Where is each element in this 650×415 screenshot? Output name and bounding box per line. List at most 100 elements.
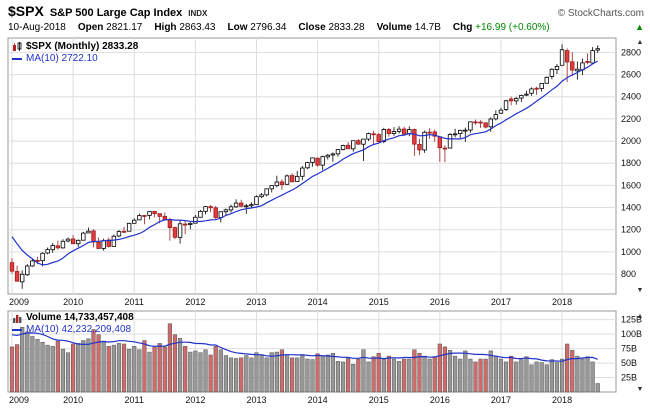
candle-body — [422, 131, 427, 151]
volume-bar — [290, 357, 295, 393]
candle-body — [193, 216, 198, 224]
candle-body — [570, 61, 575, 71]
volume-bar — [534, 361, 539, 393]
chg-label: Chg — [452, 22, 473, 33]
volume-bar — [478, 358, 483, 393]
price-y-axis-labels: 800 1000 1200 1400 1600 1800 2000 2200 2400 2600 2… — [621, 47, 641, 279]
volume-bar — [503, 361, 509, 393]
candle-body — [132, 219, 137, 224]
low-label: Low — [227, 22, 248, 33]
candle-body — [320, 156, 325, 166]
volume-ma-label: MA(10) 42,232,209,408 — [26, 324, 132, 335]
volume-legend-label: Volume 14,733,457,408 — [26, 312, 134, 323]
candle-body — [147, 211, 152, 216]
candle-body — [96, 241, 101, 249]
volume-bar — [447, 350, 453, 393]
volume-bar — [381, 358, 386, 393]
histogram-icon — [12, 313, 22, 323]
volume-axis-scroll-down-icon[interactable]: ▼ — [637, 386, 644, 393]
quote-close: Close 2833.28 — [298, 22, 364, 33]
volume-bar — [65, 352, 71, 393]
year-labels-bottom: 2009 2010 2011 2012 2013 2014 2015 2016 2017 2018 — [9, 395, 572, 405]
volume-bar — [493, 355, 498, 393]
high-label: High — [154, 22, 177, 33]
price-ma-legend: MA(10) 2722.10 — [12, 53, 98, 64]
candle-body — [116, 231, 122, 237]
volume-bar — [391, 358, 397, 393]
candle-body — [508, 98, 514, 102]
year-label: 2015 — [369, 395, 389, 405]
candle-body — [213, 207, 218, 218]
price-ma-label: MA(10) 2722.10 — [26, 53, 98, 64]
candle-body — [361, 138, 366, 145]
volume-bar — [376, 352, 381, 393]
exchange: INDX — [188, 9, 208, 18]
volume-bar — [315, 353, 320, 393]
year-label: 2013 — [246, 395, 266, 405]
candle-body — [244, 205, 249, 208]
volume-axis-label: 25B — [621, 373, 637, 383]
price-axis-label: 1800 — [621, 158, 641, 168]
volume-bar — [203, 349, 208, 393]
candle-body — [233, 202, 239, 208]
candle-body — [274, 181, 280, 187]
price-axis-label: 1600 — [621, 180, 641, 190]
volume-bar — [529, 364, 534, 393]
candle-body — [437, 136, 443, 149]
volume-bar — [346, 358, 351, 393]
year-label: 2017 — [491, 297, 511, 307]
high-value: 2863.43 — [179, 22, 216, 33]
volume-bar — [264, 357, 269, 393]
volume-bar — [539, 362, 544, 393]
price-axis-scroll-down-icon[interactable]: ▼ — [637, 287, 644, 294]
candle-body — [478, 121, 483, 124]
volume-bar — [468, 358, 473, 393]
volume-bar — [81, 340, 86, 393]
volume-bar — [254, 352, 259, 393]
volume-bar — [407, 358, 412, 393]
candle-body — [503, 100, 509, 110]
volume-bar — [320, 355, 325, 393]
change-up-arrow-icon: ▲ — [635, 22, 644, 32]
volume-bar — [91, 329, 96, 393]
candle-body — [218, 211, 224, 218]
candle-body — [172, 227, 178, 238]
candle-body — [519, 95, 524, 99]
price-axis-scroll-up-icon[interactable]: ▲ — [637, 39, 644, 46]
candle-body — [101, 240, 106, 249]
candle-body — [50, 245, 55, 251]
volume-bar — [371, 356, 376, 393]
candle-body — [529, 88, 534, 94]
volume-bar — [279, 349, 285, 393]
candle-body — [371, 133, 376, 136]
volume-bar — [305, 358, 310, 393]
candle-body — [468, 121, 473, 131]
volume-bar — [412, 349, 417, 393]
volume-bar — [590, 361, 595, 393]
price-axis-label: 1400 — [621, 203, 641, 213]
volume-axis-scroll-up-icon[interactable]: ▲ — [637, 313, 644, 320]
candle-body — [585, 61, 590, 63]
volume-bar — [208, 354, 213, 393]
volume-bar — [488, 350, 493, 393]
candle-body — [539, 83, 544, 89]
volume-bar — [432, 356, 437, 393]
quote-date: 10-Aug-2018 — [8, 22, 66, 33]
year-label: 2014 — [308, 395, 328, 405]
candle-body — [366, 133, 371, 140]
candle-body — [376, 134, 381, 143]
volume-bar — [177, 337, 183, 393]
quote-high: High 2863.43 — [154, 22, 215, 33]
price-pane — [7, 37, 617, 295]
candle-body — [534, 87, 539, 90]
price-legend-label: $SPX (Monthly) 2833.28 — [26, 41, 139, 52]
volume-bar — [570, 350, 575, 393]
volume-bar — [259, 355, 264, 393]
volume-bar — [20, 326, 25, 393]
candle-body — [264, 188, 269, 196]
candle-body — [315, 157, 320, 166]
volume-bar — [106, 346, 111, 393]
volume-bar — [239, 357, 244, 393]
volume-bar — [9, 346, 15, 393]
year-label: 2011 — [125, 297, 144, 307]
